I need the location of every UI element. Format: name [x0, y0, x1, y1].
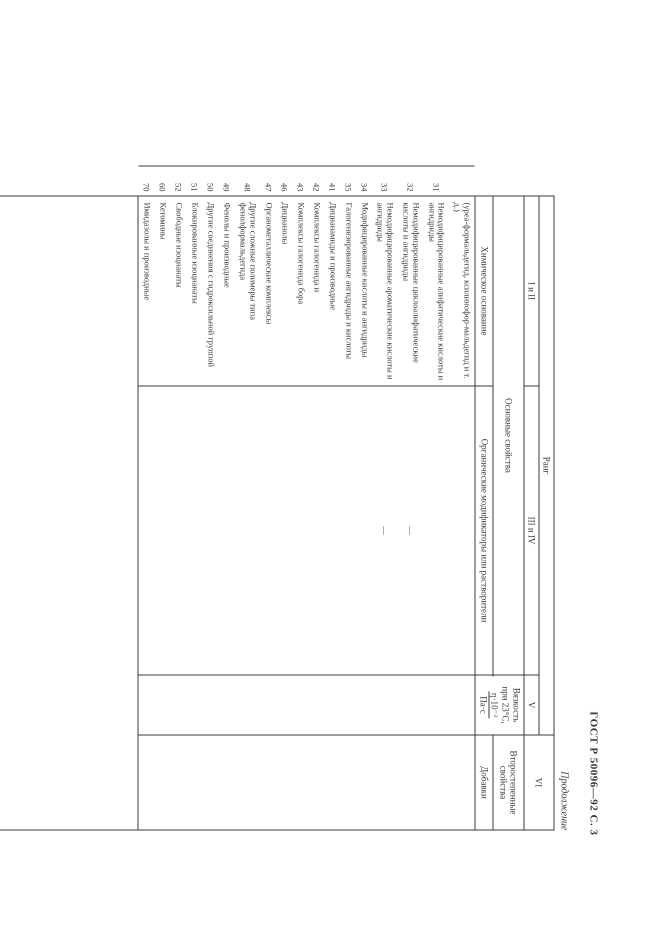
lead-row-text: (уреа-формальдегид, ксилинофор-мальдегид… — [448, 196, 474, 386]
row-code: 43 — [292, 166, 308, 196]
row-name: Немодифицированные алифатические кислоты… — [423, 196, 449, 386]
page-number: ГОСТ Р 50096—92 С. 3 — [587, 711, 599, 835]
main-props-header: Основные свойства — [493, 196, 524, 675]
col-i-ii: I и II — [524, 196, 539, 386]
row-name: Комплексы галогенида и — [308, 196, 324, 386]
row-name: Другие соединения с гидроксильной группо… — [202, 196, 218, 386]
row-code: 70 — [138, 166, 154, 196]
row-code: 33 — [372, 166, 398, 196]
rank-header: Ранг — [539, 196, 554, 735]
row-code: 32 — [397, 166, 423, 196]
row-name: Галогенизированные ангидриды и кислоты — [340, 196, 356, 386]
row-name: Немодифицированные циклоалифатические ки… — [397, 196, 423, 386]
sec-props-header: Второстепенные свойства — [493, 735, 524, 830]
chem-base-header: Химическое основание — [474, 196, 492, 386]
additives-header: Добавки — [474, 735, 492, 830]
row-code: 49 — [218, 166, 234, 196]
row-code: 60 — [154, 166, 170, 196]
row-name: Модифицированные кислоты и ангидриды — [356, 196, 372, 386]
org-mark: — — [372, 386, 398, 675]
row-name: Блокированные изоцианаты — [186, 196, 202, 386]
col-iii-iv: III и IV — [524, 386, 539, 675]
classification-table: Ранг VI I и II III и IV V Основные свойс… — [0, 165, 554, 830]
row-code: 51 — [186, 166, 202, 196]
row-code: 48 — [234, 166, 260, 196]
row-name: Немодифицированные ароматические кислоты… — [372, 196, 398, 386]
row-code: 31 — [423, 166, 449, 196]
row-code: 46 — [276, 166, 292, 196]
row-name: Имидазолы и производные — [138, 196, 154, 386]
viscosity-header: Вязкость при 23°C, η·10⁻³ Па·с — [474, 675, 523, 735]
row-code: 50 — [202, 166, 218, 196]
row-code: 35 — [340, 166, 356, 196]
row-code: 41 — [324, 166, 340, 196]
org-mark: — — [397, 386, 423, 675]
org-mod-header: Органические модификаторы или растворите… — [474, 386, 492, 675]
row-name: Комплексы галогенида бора — [292, 196, 308, 386]
row-name: Дицианолы — [276, 196, 292, 386]
row-code: 34 — [356, 166, 372, 196]
row-name: Свободные изоцианаты — [170, 196, 186, 386]
col-vi: VI — [524, 735, 554, 830]
row-name: Кетомины — [154, 196, 170, 386]
row-name: Фенолы и производные — [218, 196, 234, 386]
row-name: Органометаллические комплексы — [260, 196, 276, 386]
row-code: 42 — [308, 166, 324, 196]
row-name: Дицианамиды и производные — [324, 196, 340, 386]
row-code: 52 — [170, 166, 186, 196]
continuation-label: Продолжение — [558, 771, 569, 830]
col-v: V — [524, 675, 539, 735]
row-name: Другие сложные полимеры типа фенолформал… — [234, 196, 260, 386]
row-code: 47 — [260, 166, 276, 196]
